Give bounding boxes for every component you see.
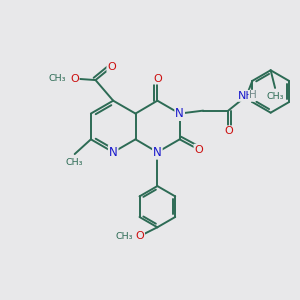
Text: N: N [153, 146, 162, 159]
Text: H: H [249, 90, 257, 100]
Text: O: O [194, 145, 203, 154]
Text: CH₃: CH₃ [266, 92, 284, 101]
Text: N: N [175, 107, 184, 120]
Text: CH₃: CH₃ [65, 158, 83, 167]
Text: O: O [70, 74, 79, 84]
Text: O: O [135, 231, 144, 241]
Text: NH: NH [238, 91, 255, 101]
Text: O: O [224, 126, 233, 136]
Text: O: O [153, 74, 162, 84]
Text: N: N [109, 146, 118, 159]
Text: CH₃: CH₃ [49, 74, 66, 82]
Text: CH₃: CH₃ [116, 232, 133, 241]
Text: O: O [107, 62, 116, 72]
